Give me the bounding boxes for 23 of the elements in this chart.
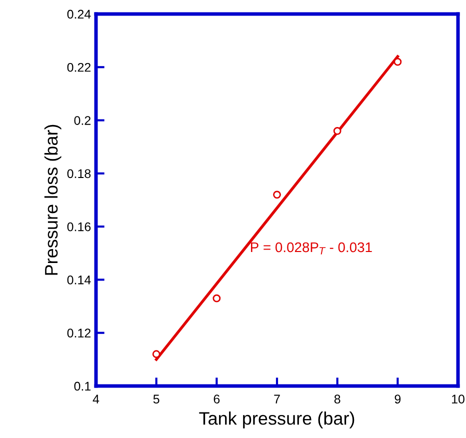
point: [152, 350, 160, 358]
x-tick-label: 5: [153, 394, 160, 404]
y-tick-label: 0.2: [74, 116, 91, 125]
x-tick-label: 6: [214, 394, 220, 404]
x-axis-title: Tank pressure (bar): [199, 412, 354, 428]
y-tick-label: 0.16: [67, 222, 91, 232]
x-tick-label: 10: [452, 394, 464, 404]
y-tick-label: 0.24: [67, 10, 91, 19]
y-tick-label: 0.1: [74, 382, 91, 391]
y-axis-title: Pressure loss (bar): [44, 124, 62, 275]
point: [394, 58, 402, 66]
x-tick-label: 9: [394, 394, 401, 404]
y-tick-label: 0.14: [67, 276, 91, 284]
annotation: P = 0.028P$_{T}$ - 0.031: [250, 242, 372, 254]
x-tick-label: 7: [274, 394, 280, 404]
point: [273, 190, 281, 199]
point: [212, 294, 221, 302]
x-tick-label: 8: [334, 394, 340, 404]
y-tick-label: 0.12: [67, 328, 91, 338]
y-tick-label: 0.18: [67, 169, 91, 178]
point: [333, 126, 342, 135]
x-tick-label: 4: [92, 394, 100, 404]
y-tick-label: 0.22: [67, 62, 91, 72]
